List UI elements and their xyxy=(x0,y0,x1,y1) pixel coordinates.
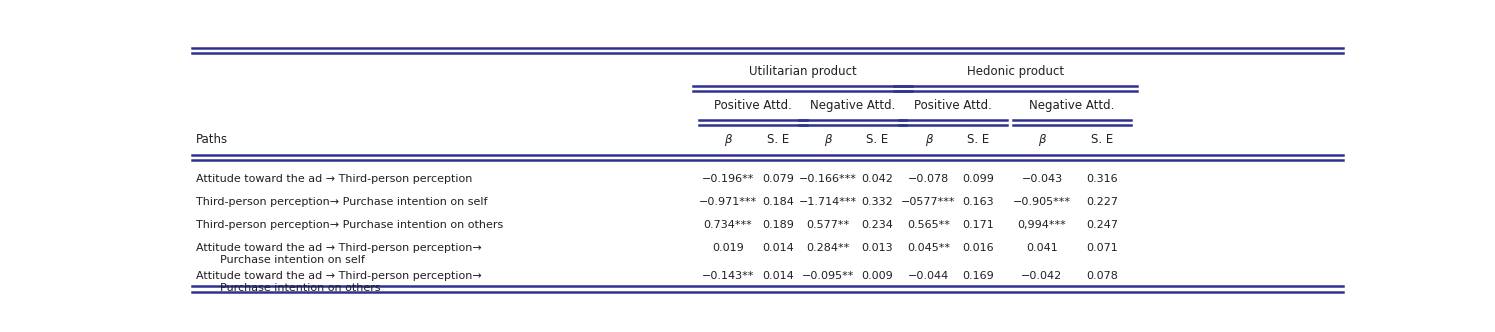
Text: S. E: S. E xyxy=(767,133,789,146)
Text: −0.905***: −0.905*** xyxy=(1014,197,1070,207)
Text: 0.078: 0.078 xyxy=(1087,271,1118,281)
Text: 0.169: 0.169 xyxy=(963,271,994,281)
Text: Negative Attd.: Negative Attd. xyxy=(1030,99,1115,112)
Text: 0.009: 0.009 xyxy=(861,271,894,281)
Text: 0.332: 0.332 xyxy=(861,197,894,207)
Text: 0.234: 0.234 xyxy=(861,220,894,230)
Text: −0.971***: −0.971*** xyxy=(698,197,756,207)
Text: 0.284**: 0.284** xyxy=(806,243,849,253)
Text: Attitude toward the ad → Third-person perception→: Attitude toward the ad → Third-person pe… xyxy=(196,271,481,281)
Text: β: β xyxy=(724,133,731,146)
Text: −0.143**: −0.143** xyxy=(701,271,753,281)
Text: β: β xyxy=(1038,133,1045,146)
Text: Paths: Paths xyxy=(196,133,229,146)
Text: −0.095**: −0.095** xyxy=(801,271,854,281)
Text: −0.044: −0.044 xyxy=(907,271,949,281)
Text: S. E: S. E xyxy=(967,133,990,146)
Text: 0.565**: 0.565** xyxy=(907,220,949,230)
Text: Third-person perception→ Purchase intention on self: Third-person perception→ Purchase intent… xyxy=(196,197,487,207)
Text: 0.189: 0.189 xyxy=(762,220,794,230)
Text: Positive Attd.: Positive Attd. xyxy=(715,99,792,112)
Text: 0.099: 0.099 xyxy=(963,174,994,184)
Text: S. E: S. E xyxy=(866,133,888,146)
Text: 0.316: 0.316 xyxy=(1087,174,1118,184)
Text: Purchase intention on others: Purchase intention on others xyxy=(220,283,381,293)
Text: 0.045**: 0.045** xyxy=(907,243,949,253)
Text: 0.163: 0.163 xyxy=(963,197,994,207)
Text: Attitude toward the ad → Third-person perception: Attitude toward the ad → Third-person pe… xyxy=(196,174,472,184)
Text: Third-person perception→ Purchase intention on others: Third-person perception→ Purchase intent… xyxy=(196,220,504,230)
Text: 0.227: 0.227 xyxy=(1087,197,1118,207)
Text: 0.184: 0.184 xyxy=(762,197,794,207)
Text: 0.014: 0.014 xyxy=(762,243,794,253)
Text: −0.042: −0.042 xyxy=(1021,271,1063,281)
Text: 0.247: 0.247 xyxy=(1087,220,1118,230)
Text: 0.734***: 0.734*** xyxy=(704,220,752,230)
Text: β: β xyxy=(924,133,933,146)
Text: −1.714***: −1.714*** xyxy=(798,197,857,207)
Text: Negative Attd.: Negative Attd. xyxy=(810,99,896,112)
Text: S. E: S. E xyxy=(1091,133,1114,146)
Text: Purchase intention on self: Purchase intention on self xyxy=(220,255,365,265)
Text: 0.016: 0.016 xyxy=(963,243,994,253)
Text: −0.043: −0.043 xyxy=(1021,174,1063,184)
Text: 0,994***: 0,994*** xyxy=(1018,220,1066,230)
Text: β: β xyxy=(824,133,831,146)
Text: −0.166***: −0.166*** xyxy=(798,174,857,184)
Text: 0.041: 0.041 xyxy=(1026,243,1058,253)
Text: Attitude toward the ad → Third-person perception→: Attitude toward the ad → Third-person pe… xyxy=(196,243,481,253)
Text: 0.071: 0.071 xyxy=(1087,243,1118,253)
Text: −0.196**: −0.196** xyxy=(701,174,753,184)
Text: 0.013: 0.013 xyxy=(861,243,893,253)
Text: Utilitarian product: Utilitarian product xyxy=(749,64,857,78)
Text: −0.078: −0.078 xyxy=(907,174,949,184)
Text: 0.042: 0.042 xyxy=(861,174,894,184)
Text: 0.019: 0.019 xyxy=(712,243,745,253)
Text: 0.577**: 0.577** xyxy=(806,220,849,230)
Text: 0.014: 0.014 xyxy=(762,271,794,281)
Text: −0577***: −0577*** xyxy=(901,197,955,207)
Text: 0.171: 0.171 xyxy=(963,220,994,230)
Text: 0.079: 0.079 xyxy=(762,174,794,184)
Text: Positive Attd.: Positive Attd. xyxy=(915,99,993,112)
Text: Hedonic product: Hedonic product xyxy=(967,64,1064,78)
